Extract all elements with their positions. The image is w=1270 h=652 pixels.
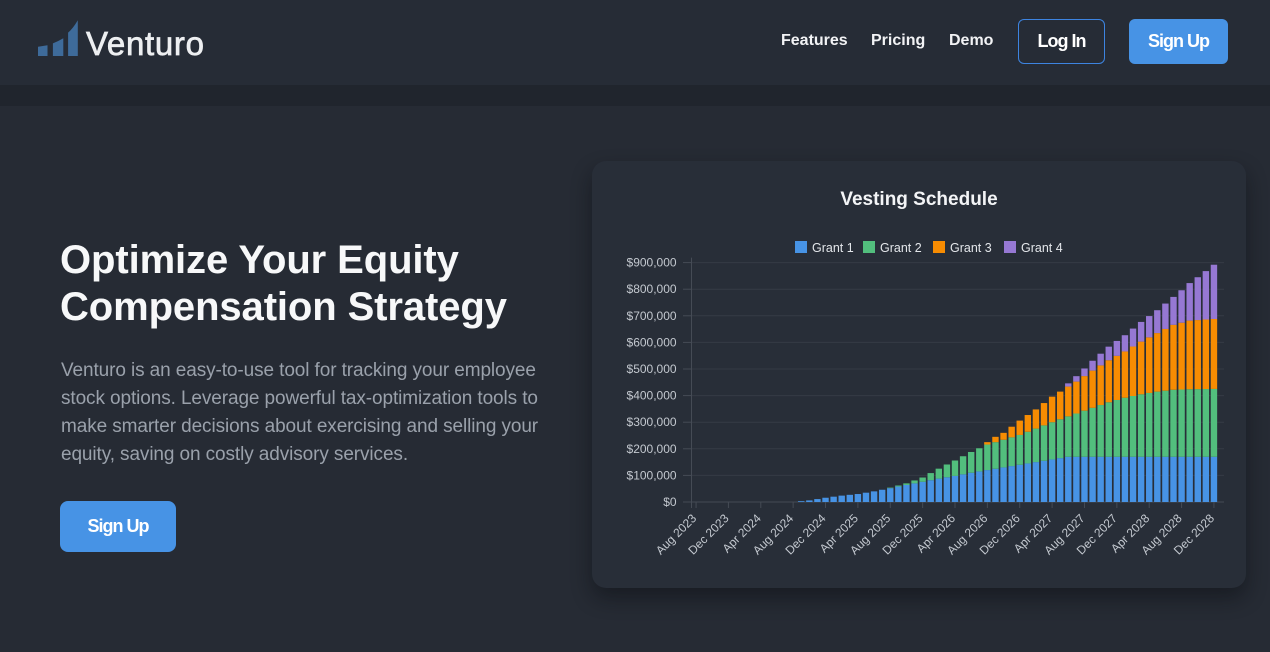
svg-text:$200,000: $200,000 [627, 442, 677, 456]
svg-text:$500,000: $500,000 [627, 362, 677, 376]
svg-text:$600,000: $600,000 [627, 335, 677, 349]
svg-text:$300,000: $300,000 [627, 415, 677, 429]
svg-text:Grant 3: Grant 3 [950, 241, 992, 255]
svg-text:Grant 1: Grant 1 [812, 241, 854, 255]
svg-text:$800,000: $800,000 [627, 282, 677, 296]
svg-text:$400,000: $400,000 [627, 389, 677, 403]
svg-text:Grant 4: Grant 4 [1021, 241, 1063, 255]
svg-text:Grant 2: Grant 2 [880, 241, 922, 255]
svg-text:$700,000: $700,000 [627, 309, 677, 323]
svg-text:Vesting Schedule: Vesting Schedule [840, 189, 997, 210]
svg-text:$100,000: $100,000 [627, 468, 677, 482]
svg-text:$0: $0 [663, 495, 677, 509]
svg-text:$900,000: $900,000 [627, 256, 677, 270]
